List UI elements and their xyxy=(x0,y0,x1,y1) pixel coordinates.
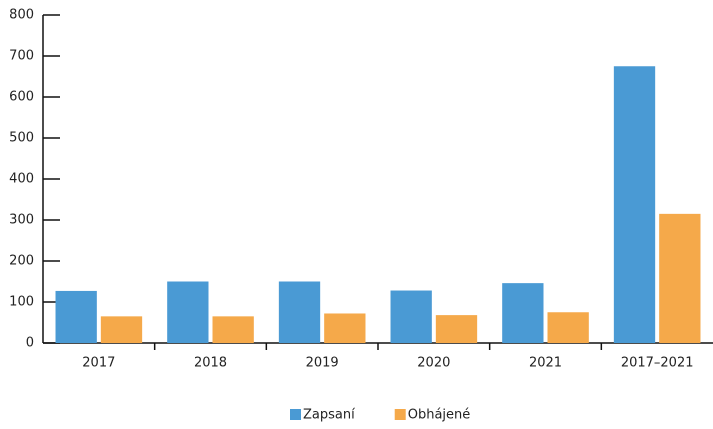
bar xyxy=(435,315,478,343)
legend-swatch xyxy=(394,409,406,420)
bar xyxy=(212,316,254,343)
y-tick-label: 200 xyxy=(9,254,34,269)
y-tick-label: 0 xyxy=(26,336,34,351)
x-tick-label: 2020 xyxy=(417,356,450,371)
bar xyxy=(55,290,97,343)
bar xyxy=(100,316,143,343)
x-tick-label: 2018 xyxy=(194,356,227,371)
x-tick-label: 2021 xyxy=(529,356,562,371)
bar xyxy=(324,313,366,343)
bar xyxy=(502,283,544,343)
y-tick-label: 400 xyxy=(9,172,34,187)
y-tick-label: 700 xyxy=(9,49,34,64)
bar xyxy=(278,281,321,343)
bar xyxy=(613,66,656,343)
y-tick-label: 100 xyxy=(9,295,34,310)
bar xyxy=(659,213,701,343)
x-tick-label: 2017–2021 xyxy=(621,356,694,371)
y-tick-label: 600 xyxy=(9,90,34,105)
bar xyxy=(167,281,209,343)
y-tick-label: 800 xyxy=(9,8,34,23)
y-tick-label: 300 xyxy=(9,213,34,228)
legend-label: Zapsaní xyxy=(303,408,355,423)
bar xyxy=(547,312,589,343)
x-tick-label: 2019 xyxy=(306,356,339,371)
legend-label: Obhájené xyxy=(408,408,471,423)
y-tick-label: 500 xyxy=(9,131,34,146)
legend-swatch xyxy=(290,409,301,420)
x-tick-label: 2017 xyxy=(82,356,115,371)
bar xyxy=(390,290,432,343)
